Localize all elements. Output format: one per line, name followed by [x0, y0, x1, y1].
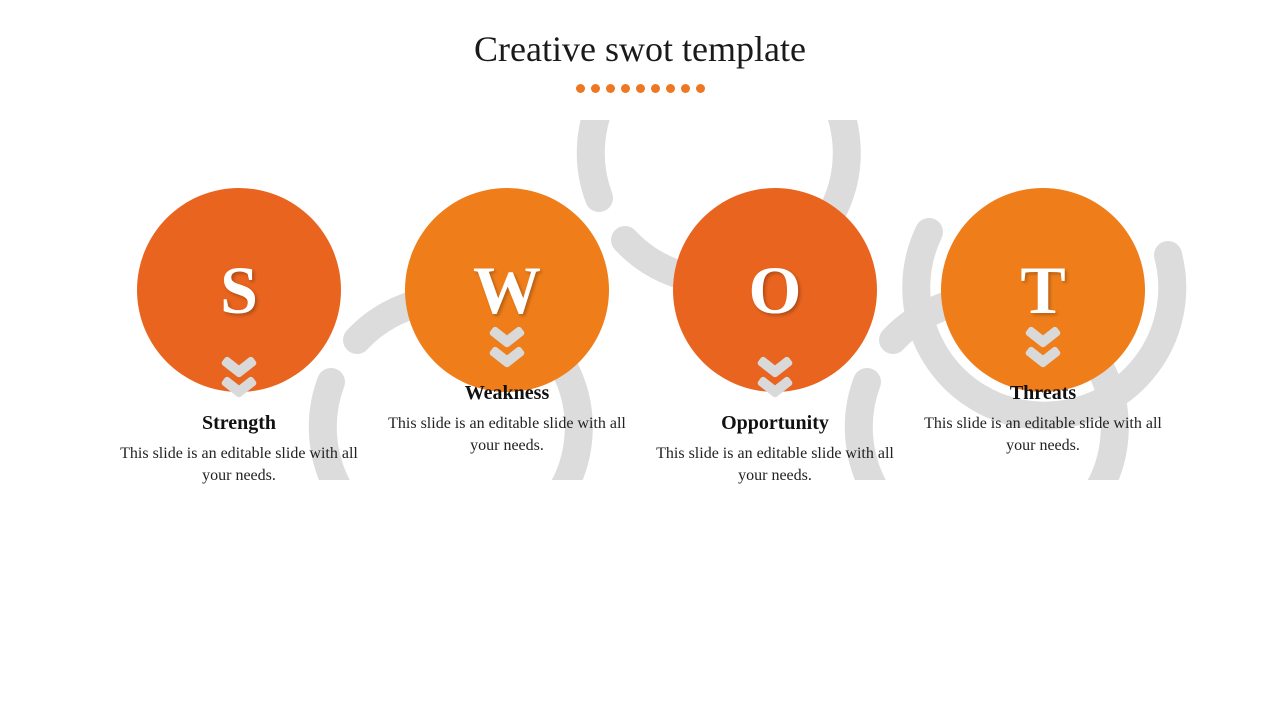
page-title: Creative swot template	[0, 0, 1280, 70]
title-dots	[0, 80, 1280, 98]
swot-body: This slide is an editable slide with all…	[109, 443, 369, 486]
swot-label: Opportunity This slide is an editable sli…	[645, 412, 905, 486]
swot-label: Weakness This slide is an editable slide …	[377, 382, 637, 456]
title-dot	[696, 84, 705, 93]
swot-label: Strength This slide is an editable slide …	[109, 412, 369, 486]
swot-heading: Threats	[913, 382, 1173, 405]
title-dot	[681, 84, 690, 93]
title-dot	[636, 84, 645, 93]
title-dot	[651, 84, 660, 93]
swot-heading: Strength	[109, 412, 369, 435]
swot-body: This slide is an editable slide with all…	[377, 413, 637, 456]
swot-body: This slide is an editable slide with all…	[913, 413, 1173, 456]
chevron-down-icon	[1013, 328, 1073, 368]
swot-stage: S W O T Strength This slide is an editable sl…	[0, 120, 1280, 680]
chevron-down-icon	[477, 328, 537, 368]
chevron-down-icon	[209, 358, 269, 398]
title-dot	[666, 84, 675, 93]
swot-heading: Weakness	[377, 382, 637, 405]
title-dot	[576, 84, 585, 93]
swot-letter: O	[749, 251, 802, 330]
chevron-down-icon	[745, 358, 805, 398]
swot-letter: S	[220, 251, 258, 330]
title-dot	[621, 84, 630, 93]
swot-letter: W	[473, 251, 541, 330]
swot-body: This slide is an editable slide with all…	[645, 443, 905, 486]
swot-label: Threats This slide is an editable slide w…	[913, 382, 1173, 456]
title-dot	[606, 84, 615, 93]
title-dot	[591, 84, 600, 93]
swot-letter: T	[1020, 251, 1065, 330]
swot-heading: Opportunity	[645, 412, 905, 435]
